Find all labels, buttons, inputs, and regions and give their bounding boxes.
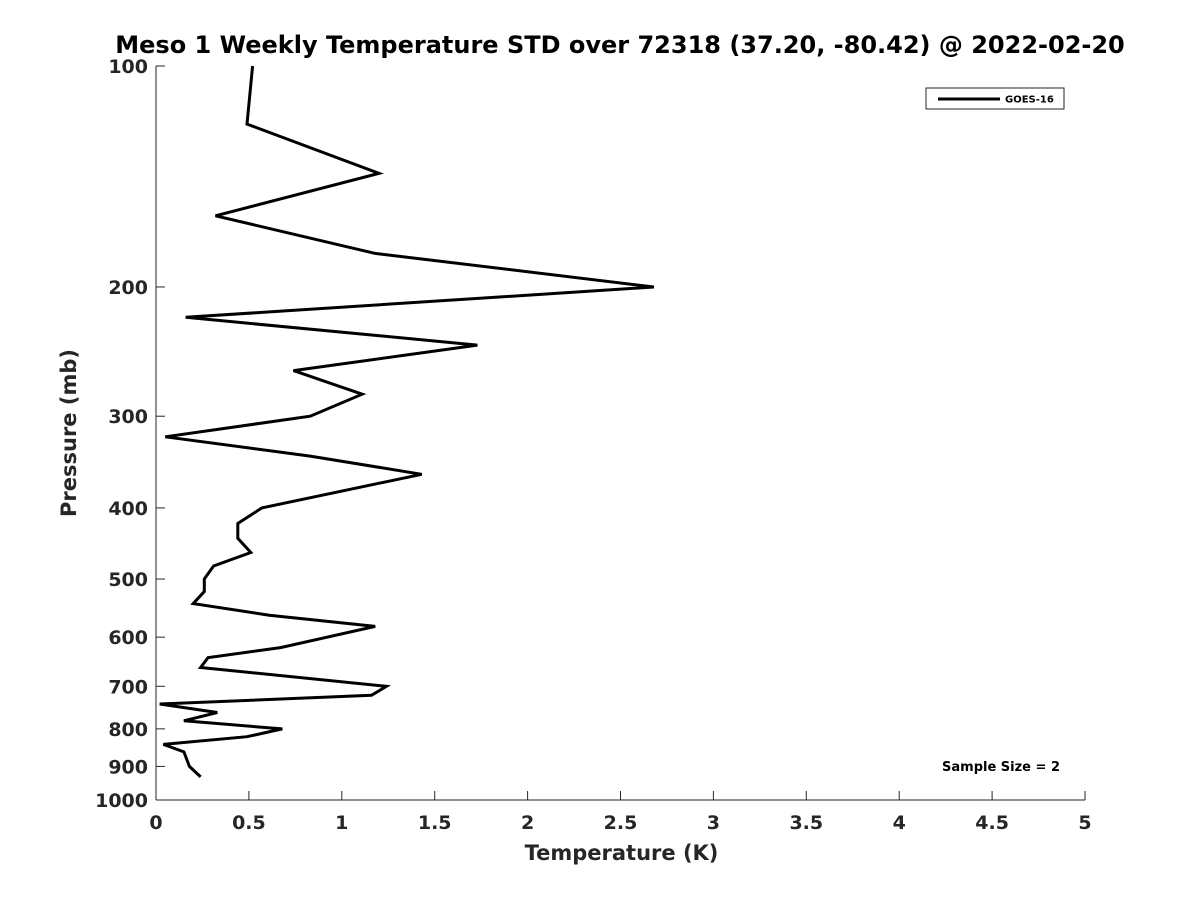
x-tick-label: 0.5 bbox=[232, 812, 266, 834]
y-tick-label: 100 bbox=[108, 56, 148, 78]
y-tick-label: 600 bbox=[108, 627, 148, 649]
x-tick-label: 2.5 bbox=[604, 812, 638, 834]
x-tick-label: 3 bbox=[707, 812, 720, 834]
y-tick-label: 900 bbox=[108, 756, 148, 778]
x-tick-label: 5 bbox=[1078, 812, 1091, 834]
y-tick-label: 200 bbox=[108, 277, 148, 299]
x-tick-label: 4 bbox=[893, 812, 906, 834]
x-tick-label: 2 bbox=[521, 812, 534, 834]
chart-title: Meso 1 Weekly Temperature STD over 72318… bbox=[115, 31, 1125, 59]
x-tick-label: 1.5 bbox=[418, 812, 452, 834]
y-tick-label: 700 bbox=[108, 676, 148, 698]
x-tick-label: 3.5 bbox=[789, 812, 823, 834]
sample-size-annotation: Sample Size = 2 bbox=[942, 760, 1060, 775]
series-line-goes-16 bbox=[159, 65, 655, 778]
x-tick-label: 1 bbox=[335, 812, 348, 834]
y-tick-label: 1000 bbox=[95, 790, 148, 812]
x-tick-label: 0 bbox=[149, 812, 162, 834]
x-axis-label: Temperature (K) bbox=[525, 841, 719, 865]
y-tick-label: 400 bbox=[108, 498, 148, 520]
legend-entry: GOES-16 bbox=[1005, 95, 1054, 106]
x-tick-label: 4.5 bbox=[975, 812, 1009, 834]
y-tick-label: 500 bbox=[108, 569, 148, 591]
y-tick-label: 300 bbox=[108, 406, 148, 428]
y-tick-label: 800 bbox=[108, 719, 148, 741]
y-axis-label: Pressure (mb) bbox=[57, 349, 81, 517]
